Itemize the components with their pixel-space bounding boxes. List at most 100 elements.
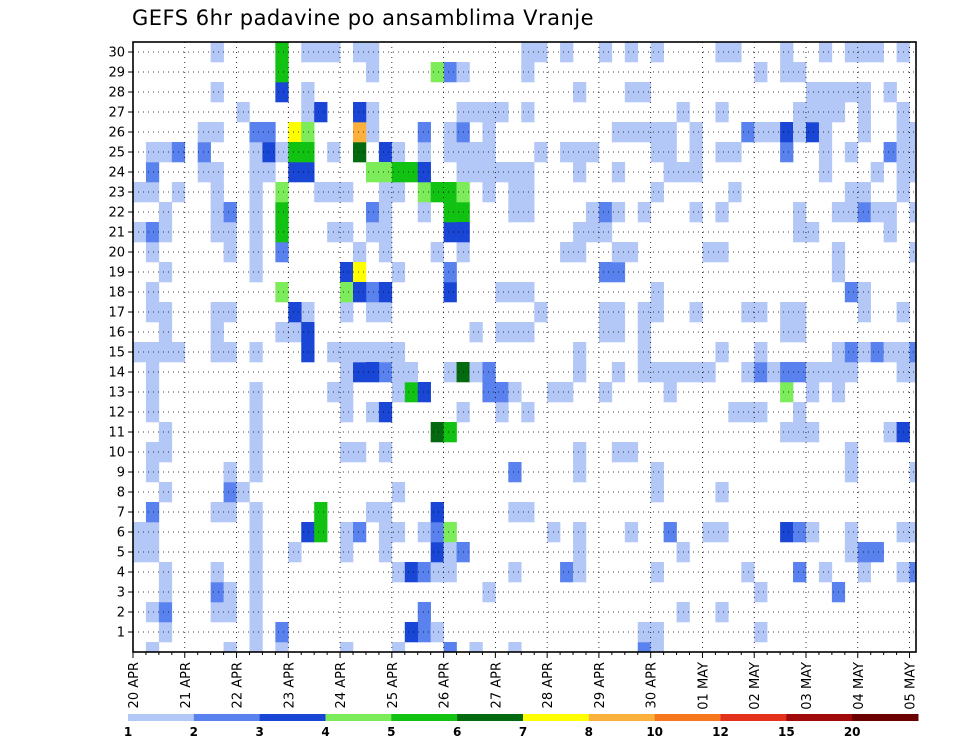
heatmap-cell [857,202,871,223]
heatmap-cell [249,502,263,523]
heatmap-cell [521,282,535,303]
heatmap-cell [417,182,431,203]
heatmap-cell [391,642,406,653]
heatmap-cell [637,642,651,653]
heatmap-cell [870,42,884,63]
heatmap-cell [365,302,380,323]
heatmap-cell [353,522,367,543]
heatmap-cell [715,202,729,223]
heatmap-cell [223,202,237,223]
heatmap-cell [508,282,522,303]
heatmap-cell [857,122,871,143]
heatmap-cell [741,562,755,583]
heatmap-cell [793,322,807,343]
heatmap-cell [805,382,820,403]
heatmap-cell [158,482,173,503]
heatmap-cell [353,262,367,283]
y-tick-label: 25 [108,146,125,161]
heatmap-cell [909,362,917,383]
heatmap-cell [650,282,664,303]
heatmap-cell [741,122,755,143]
heatmap-cell [158,422,173,443]
heatmap-cell [573,442,587,463]
heatmap-cell [637,622,651,643]
heatmap-cell [288,302,302,323]
heatmap-cell [378,402,393,423]
heatmap-cell [883,142,897,163]
x-tick-label: 24 APR [334,662,349,708]
heatmap-cell [210,182,224,203]
heatmap-cell [573,82,587,103]
heatmap-cell [818,82,833,103]
heatmap-cell [340,522,354,543]
heatmap-cell [275,242,289,263]
heatmap-cell [301,102,315,123]
heatmap-cell [443,282,457,303]
x-tick-label: 27 APR [489,662,504,708]
heatmap-cell [404,622,419,643]
heatmap-cell [715,242,729,263]
heatmap-cell [158,322,173,343]
heatmap-cell [340,642,354,653]
heatmap-cell [145,302,160,323]
y-tick-label: 4 [117,566,125,581]
heatmap-cell [158,202,173,223]
heatmap-cell [637,122,651,143]
y-tick-label: 10 [108,446,125,461]
x-tick-label: 26 APR [438,662,453,708]
heatmap-cell [378,502,393,523]
heatmap-cell [378,162,393,183]
heatmap-cell [417,522,431,543]
y-tick-label: 19 [108,266,125,281]
heatmap-cell [521,402,535,423]
x-tick-label: 04 MAY [852,662,867,710]
heatmap-cell [818,142,833,163]
colorbar-label: 8 [585,725,593,739]
heatmap-cell [430,242,444,263]
colorbar-label: 2 [190,725,198,739]
heatmap-cell [145,402,160,423]
heatmap-cell [585,202,600,223]
y-tick-label: 1 [117,626,125,641]
heatmap-cell [754,402,768,423]
heatmap-cell [404,562,419,583]
heatmap-cell [793,102,807,123]
heatmap-cell [482,102,496,123]
heatmap-cell [340,262,354,283]
heatmap-cell [508,642,522,653]
heatmap-cell [378,202,393,223]
heatmap-cell [844,542,859,563]
heatmap-cell [158,582,173,603]
heatmap-cell [844,522,859,543]
heatmap-cell [443,222,457,243]
colorbar-segment [128,714,195,721]
heatmap-cell [689,162,703,183]
heatmap-cell [158,622,173,643]
heatmap-cell [573,342,587,363]
heatmap-cell [417,602,431,623]
heatmap-cell [805,222,820,243]
heatmap-cell [508,382,522,403]
heatmap-cell [340,442,354,463]
heatmap-cell [560,562,574,583]
heatmap-cell [378,222,393,243]
heatmap-cell [870,342,884,363]
heatmap-cell [844,442,859,463]
y-tick-label: 13 [108,386,125,401]
heatmap-cell [573,142,587,163]
heatmap-cell [689,122,703,143]
colorbar-segment [391,714,458,721]
heatmap-cell [210,302,224,323]
heatmap-cell [353,122,367,143]
heatmap-cell [158,142,173,163]
heatmap-cell [365,102,380,123]
heatmap-cell [443,62,457,83]
heatmap-cell [857,302,871,323]
heatmap-cell [637,202,651,223]
heatmap-cell [145,182,160,203]
heatmap-cell [534,302,548,323]
heatmap-cell [793,122,807,143]
heatmap-cell [870,162,884,183]
x-tick-label: 25 APR [386,662,401,708]
heatmap-cell [780,42,794,63]
